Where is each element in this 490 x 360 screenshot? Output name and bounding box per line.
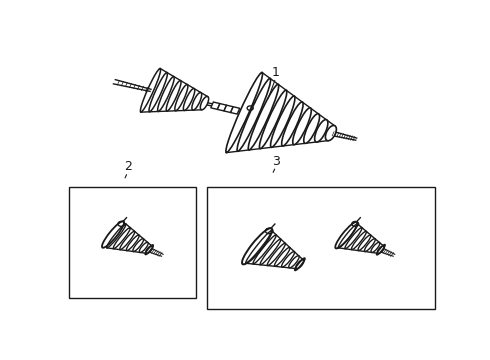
Ellipse shape <box>315 120 328 142</box>
Ellipse shape <box>270 96 295 147</box>
Ellipse shape <box>158 76 174 112</box>
Ellipse shape <box>237 78 270 151</box>
Ellipse shape <box>289 256 299 268</box>
Ellipse shape <box>358 235 371 251</box>
Ellipse shape <box>139 242 148 252</box>
Ellipse shape <box>282 102 303 146</box>
Ellipse shape <box>351 231 367 250</box>
Ellipse shape <box>183 89 195 111</box>
Ellipse shape <box>274 247 290 266</box>
Bar <box>231 107 240 114</box>
Bar <box>69 187 196 298</box>
Ellipse shape <box>377 246 384 253</box>
Ellipse shape <box>146 246 153 253</box>
Ellipse shape <box>149 72 168 112</box>
Ellipse shape <box>282 252 294 267</box>
Bar <box>207 187 435 309</box>
Ellipse shape <box>259 90 287 149</box>
Ellipse shape <box>120 231 135 250</box>
Ellipse shape <box>304 114 319 143</box>
Bar <box>211 102 220 109</box>
Ellipse shape <box>325 125 337 141</box>
Text: 3: 3 <box>272 154 280 167</box>
Ellipse shape <box>345 228 362 249</box>
Ellipse shape <box>260 239 281 265</box>
Ellipse shape <box>192 93 202 110</box>
Ellipse shape <box>253 235 276 264</box>
Ellipse shape <box>371 242 380 252</box>
Ellipse shape <box>113 228 130 249</box>
Ellipse shape <box>166 81 181 111</box>
Ellipse shape <box>365 239 375 252</box>
Ellipse shape <box>267 243 286 266</box>
Bar <box>218 104 226 111</box>
Ellipse shape <box>126 235 139 251</box>
Bar <box>224 105 233 113</box>
Ellipse shape <box>248 84 279 150</box>
Ellipse shape <box>293 108 311 145</box>
Ellipse shape <box>200 96 209 110</box>
Ellipse shape <box>133 239 144 252</box>
Text: 1: 1 <box>272 66 280 79</box>
Text: 2: 2 <box>124 160 132 173</box>
Ellipse shape <box>296 260 304 269</box>
Ellipse shape <box>175 85 188 111</box>
